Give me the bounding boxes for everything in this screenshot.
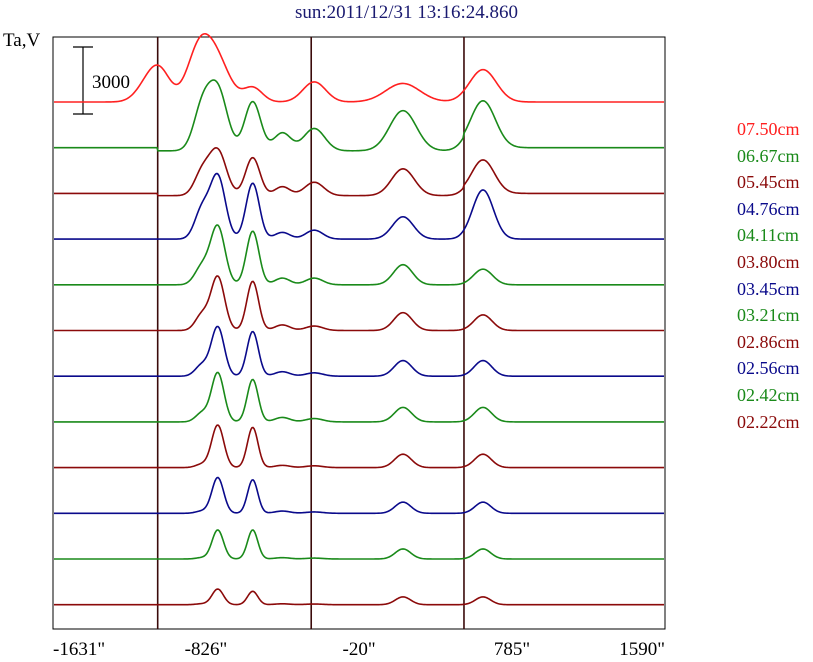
plot-frame bbox=[52, 36, 666, 630]
legend-item: 02.56cm bbox=[737, 358, 800, 379]
legend-item: 07.50cm bbox=[737, 119, 800, 139]
trace-05.45cm bbox=[54, 147, 664, 197]
trace-07.50cm bbox=[54, 32, 664, 103]
trace-03.21cm bbox=[54, 371, 664, 423]
legend-item: 05.45cm bbox=[737, 172, 800, 193]
x-tick-label: 1590" bbox=[619, 639, 665, 660]
chart-title: sun:2011/12/31 13:16:24.860 bbox=[294, 2, 519, 23]
scale-bar: 3000 bbox=[73, 46, 130, 115]
trace-02.42cm bbox=[54, 529, 664, 560]
scale-bar-label: 3000 bbox=[92, 72, 130, 93]
legend-item: 04.11cm bbox=[737, 225, 799, 246]
trace-03.45cm bbox=[54, 325, 664, 377]
x-tick-label: -826" bbox=[185, 639, 228, 660]
legend-item: 03.45cm bbox=[737, 278, 800, 299]
legend-item: 03.80cm bbox=[737, 252, 800, 272]
legend-item: 06.67cm bbox=[737, 145, 800, 166]
legend-item: 02.86cm bbox=[737, 331, 800, 352]
legend-item: 02.22cm bbox=[737, 411, 800, 432]
trace-04.11cm bbox=[54, 224, 664, 286]
x-tick-label: 785" bbox=[494, 639, 530, 660]
trace-02.22cm bbox=[54, 588, 664, 606]
trace-02.56cm bbox=[54, 476, 664, 515]
trace-03.80cm bbox=[54, 275, 664, 332]
y-axis-label: Ta,V bbox=[3, 30, 41, 51]
vertical-lines bbox=[156, 37, 465, 629]
legend-item: 03.21cm bbox=[737, 305, 800, 326]
x-tick-labels: -1631" -826" -20" 785" 1590" bbox=[53, 639, 665, 660]
x-tick-label: -20" bbox=[343, 639, 376, 660]
legend-item: 04.76cm bbox=[737, 198, 800, 219]
x-tick-label: -1631" bbox=[53, 639, 105, 660]
legend-item: 02.42cm bbox=[737, 385, 800, 405]
traces bbox=[54, 32, 664, 606]
trace-02.86cm bbox=[54, 424, 664, 469]
trace-06.67cm bbox=[54, 79, 664, 152]
trace-04.76cm bbox=[54, 172, 664, 240]
